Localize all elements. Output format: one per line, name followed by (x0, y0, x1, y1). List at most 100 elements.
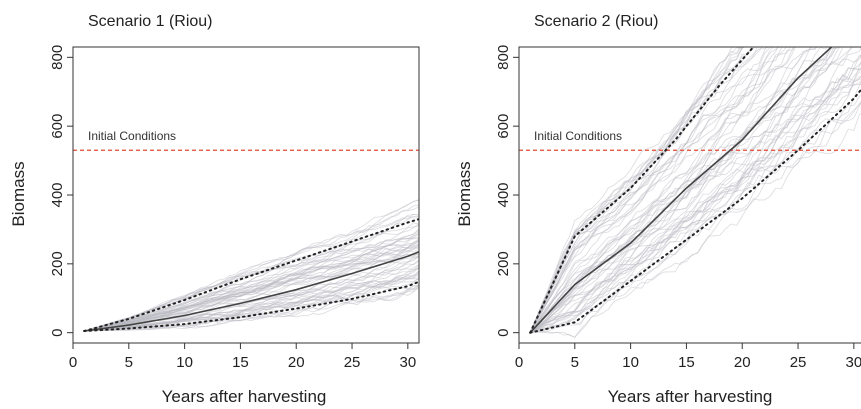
simulation-line (530, 102, 861, 334)
simulation-line (529, 47, 753, 333)
chart-title: Scenario 2 (Riou) (534, 13, 659, 30)
y-tick-label: 400 (495, 182, 512, 207)
simulation-line (529, 47, 758, 333)
y-axis-label: Biomass (9, 161, 28, 226)
simulation-line (529, 47, 779, 333)
y-tick-label: 0 (495, 329, 512, 337)
simulation-line (84, 264, 419, 332)
simulation-line (530, 81, 861, 334)
simulation-line (529, 47, 783, 333)
simulation-line (529, 47, 741, 333)
simulation-line (84, 225, 419, 332)
x-tick-label: 20 (734, 354, 751, 371)
x-tick-label: 5 (125, 354, 133, 371)
simulation-line (529, 47, 791, 333)
x-tick-label: 25 (790, 354, 807, 371)
simulation-line (529, 47, 811, 333)
x-tick-label: 20 (288, 354, 305, 371)
simulation-line (84, 267, 419, 332)
x-tick-label: 0 (69, 354, 77, 371)
simulation-line (529, 47, 775, 333)
initial-conditions-label: Initial Conditions (88, 129, 176, 143)
x-tick-label: 30 (845, 354, 861, 371)
simulation-line (530, 83, 861, 334)
simulation-line (84, 246, 419, 332)
y-tick-label: 800 (49, 45, 66, 70)
upper-bound-series-line (529, 47, 755, 334)
x-tick-label: 25 (344, 354, 361, 371)
y-axis-label: Biomass (455, 161, 474, 226)
simulation-line (529, 54, 861, 334)
simulation-line (84, 255, 419, 332)
simulation-line (84, 284, 419, 332)
simulation-line (529, 47, 779, 333)
simulation-line (529, 47, 832, 334)
x-axis-label: Years after harvesting (162, 387, 327, 406)
simulation-line (84, 278, 419, 332)
initial-conditions-label: Initial Conditions (534, 129, 622, 143)
simulation-line (529, 47, 775, 333)
simulation-line (84, 239, 419, 332)
chart-panel-scenario-2: Scenario 2 (Riou) Biomass Years after ha… (455, 13, 861, 406)
simulation-line (529, 47, 746, 333)
simulation-line (84, 256, 419, 332)
simulation-line (530, 100, 861, 338)
simulation-line (529, 47, 743, 333)
simulation-line (529, 47, 755, 333)
simulation-line (84, 222, 419, 332)
simulation-line (84, 241, 419, 332)
simulation-line (529, 47, 835, 334)
y-tick-label: 800 (495, 45, 512, 70)
simulation-line (84, 273, 419, 332)
x-tick-label: 10 (176, 354, 193, 371)
chart-panel-scenario-1: Scenario 1 (Riou) Biomass Years after ha… (9, 13, 420, 406)
simulation-line (84, 271, 419, 332)
simulation-line (529, 47, 861, 334)
simulation-line (84, 247, 419, 332)
y-tick-label: 600 (49, 114, 66, 139)
simulation-line (529, 80, 861, 334)
simulation-line (529, 47, 795, 333)
chart-title: Scenario 1 (Riou) (88, 13, 213, 30)
simulation-line (530, 62, 861, 334)
simulation-line (84, 243, 419, 332)
x-tick-label: 30 (399, 354, 416, 371)
simulation-line (529, 75, 861, 334)
simulation-line (84, 206, 419, 332)
simulation-line (84, 245, 419, 332)
simulation-line (530, 76, 861, 334)
plot-area (73, 149, 419, 332)
simulation-line (84, 285, 419, 332)
simulation-line (529, 47, 831, 334)
simulation-line (529, 47, 763, 333)
simulation-line (84, 228, 419, 332)
simulation-line (84, 264, 419, 332)
y-tick-label: 600 (495, 114, 512, 139)
upper-bound-series-line (83, 218, 419, 332)
simulation-line (529, 47, 744, 333)
y-tick-label: 200 (495, 251, 512, 276)
simulation-line (84, 249, 419, 332)
lower-bound-series-line (529, 88, 861, 334)
x-axis-label: Years after harvesting (608, 387, 773, 406)
simulation-line (529, 47, 819, 333)
simulation-line (529, 47, 840, 334)
simulation-line (529, 47, 817, 333)
y-tick-label: 0 (49, 329, 66, 337)
simulation-line (84, 244, 419, 332)
simulation-line (529, 47, 844, 334)
simulation-line (529, 60, 861, 334)
x-tick-label: 15 (232, 354, 249, 371)
simulation-line (84, 229, 419, 332)
simulation-line (529, 47, 733, 333)
simulation-line (84, 243, 419, 332)
simulation-line (84, 223, 419, 332)
simulation-line (529, 47, 813, 333)
x-tick-label: 15 (678, 354, 695, 371)
x-tick-label: 10 (622, 354, 639, 371)
simulation-line (529, 47, 770, 333)
simulation-line (84, 213, 419, 332)
simulation-line (529, 55, 861, 334)
mean-series-line (529, 47, 833, 334)
simulation-line (529, 47, 841, 334)
